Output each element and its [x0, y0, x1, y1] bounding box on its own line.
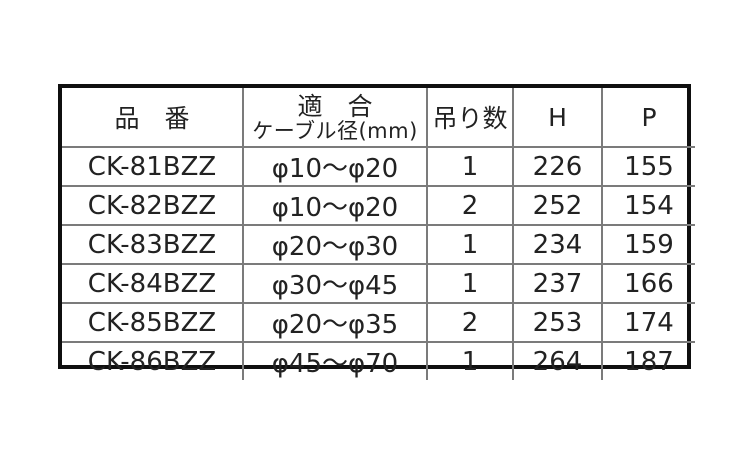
- col-header-h: H: [512, 88, 603, 148]
- col-header-cable-diameter-line1: 適 合: [297, 91, 373, 121]
- cell-cable-diameter: φ30～φ45: [242, 263, 428, 304]
- cell-hang-count: 2: [426, 302, 514, 343]
- cell-p: 159: [601, 224, 695, 265]
- table-row: CK-86BZZ φ45～φ70 1 264 187: [62, 341, 695, 380]
- cell-h: 237: [512, 263, 603, 304]
- cell-h: 226: [512, 146, 603, 187]
- cell-p: 155: [601, 146, 695, 187]
- cell-p: 154: [601, 185, 695, 226]
- table-row: CK-81BZZ φ10～φ20 1 226 155: [62, 146, 695, 187]
- col-header-hang-count: 吊り数: [426, 88, 514, 148]
- col-header-p: P: [601, 88, 695, 148]
- cell-p: 166: [601, 263, 695, 304]
- cell-h: 253: [512, 302, 603, 343]
- cell-h: 234: [512, 224, 603, 265]
- table-row: CK-82BZZ φ10～φ20 2 252 154: [62, 185, 695, 226]
- cell-h: 252: [512, 185, 603, 226]
- cell-cable-diameter: φ20～φ30: [242, 224, 428, 265]
- cell-hang-count: 2: [426, 185, 514, 226]
- cell-hang-count: 1: [426, 224, 514, 265]
- col-header-cable-diameter: 適 合 ケーブル径(mm): [242, 88, 428, 148]
- cell-cable-diameter: φ45～φ70: [242, 341, 428, 380]
- cell-cable-diameter: φ10～φ20: [242, 185, 428, 226]
- product-spec-table: 品 番 適 合 ケーブル径(mm) 吊り数 H P CK-81BZZ φ10～φ…: [58, 84, 695, 380]
- table-row: CK-85BZZ φ20～φ35 2 253 174: [62, 302, 695, 343]
- cell-part-no: CK-86BZZ: [62, 341, 244, 380]
- cell-part-no: CK-85BZZ: [62, 302, 244, 343]
- cell-hang-count: 1: [426, 146, 514, 187]
- col-header-part-no: 品 番: [62, 88, 244, 148]
- header-row: 品 番 適 合 ケーブル径(mm) 吊り数 H P: [62, 88, 695, 148]
- cell-part-no: CK-82BZZ: [62, 185, 244, 226]
- table-row: CK-83BZZ φ20～φ30 1 234 159: [62, 224, 695, 265]
- cell-hang-count: 1: [426, 341, 514, 380]
- cell-part-no: CK-81BZZ: [62, 146, 244, 187]
- cell-h: 264: [512, 341, 603, 380]
- table-row: CK-84BZZ φ30～φ45 1 237 166: [62, 263, 695, 304]
- cell-p: 187: [601, 341, 695, 380]
- cell-p: 174: [601, 302, 695, 343]
- cell-part-no: CK-83BZZ: [62, 224, 244, 265]
- spec-table: 品 番 適 合 ケーブル径(mm) 吊り数 H P CK-81BZZ φ10～φ…: [62, 88, 695, 380]
- col-header-cable-diameter-line2: ケーブル径(mm): [252, 119, 418, 144]
- cell-hang-count: 1: [426, 263, 514, 304]
- cell-cable-diameter: φ20～φ35: [242, 302, 428, 343]
- cell-part-no: CK-84BZZ: [62, 263, 244, 304]
- cell-cable-diameter: φ10～φ20: [242, 146, 428, 187]
